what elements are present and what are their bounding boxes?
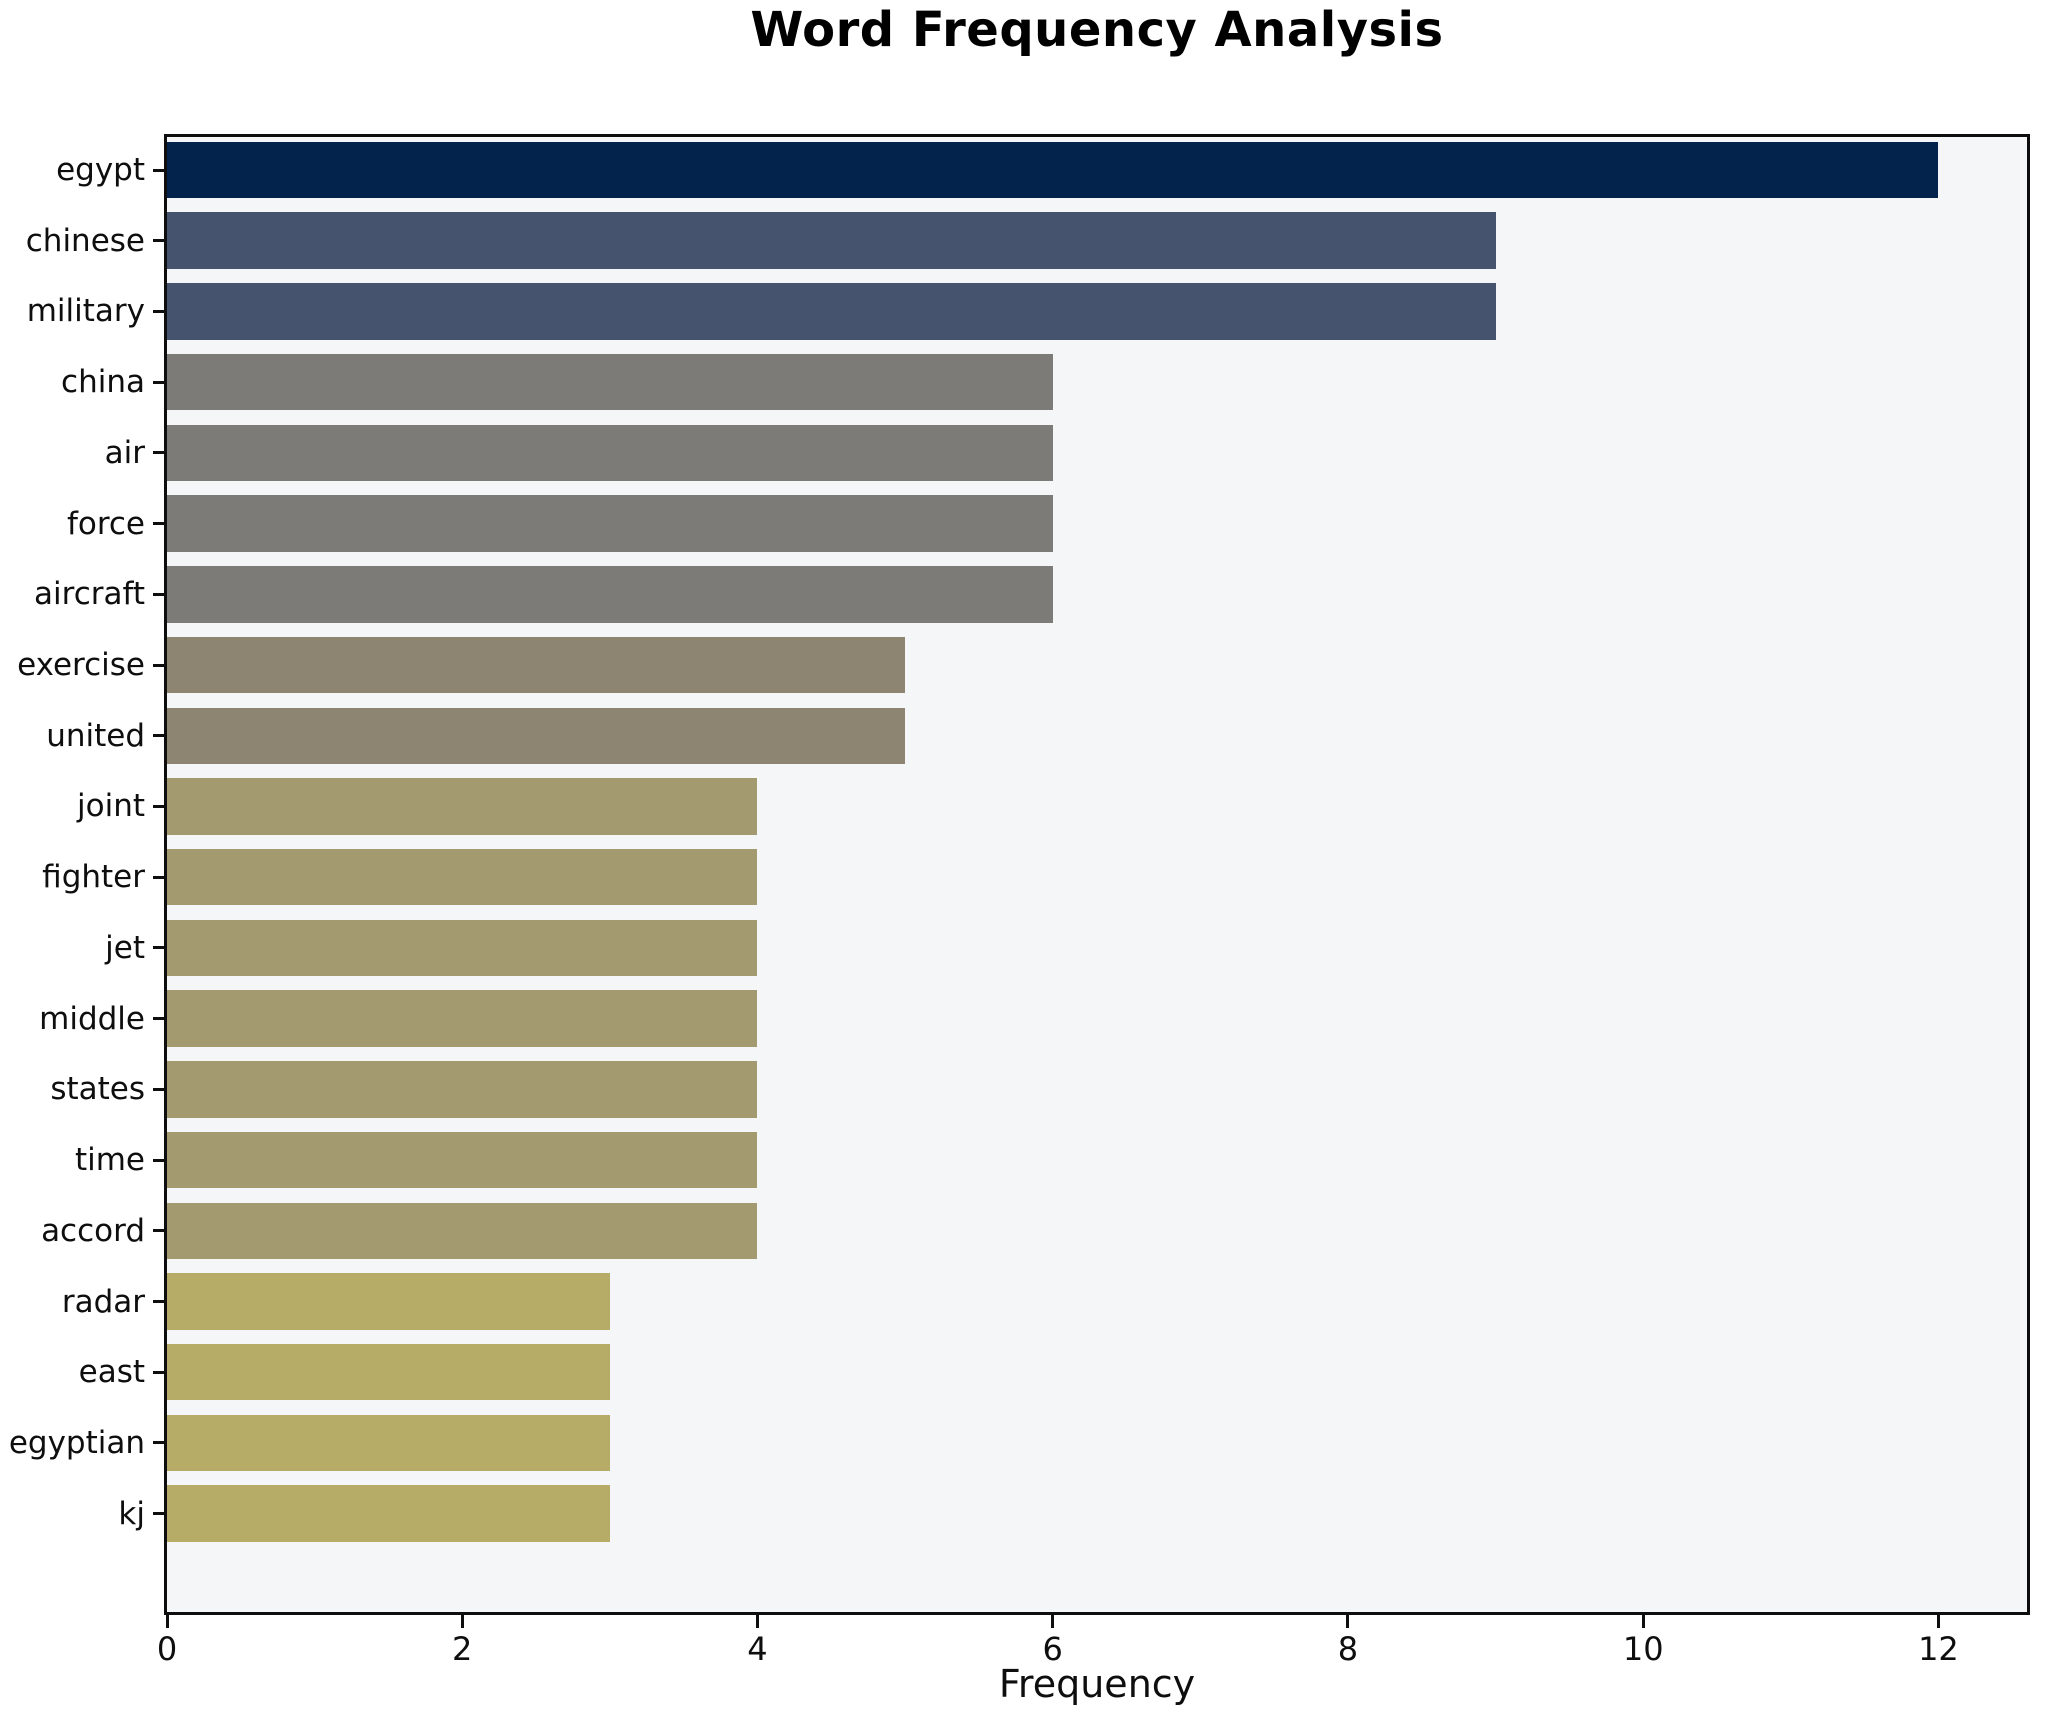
y-tick-mark — [153, 522, 166, 526]
y-tick-label-middle: middle — [39, 1000, 145, 1037]
x-tick-label-2: 2 — [452, 1630, 473, 1668]
y-tick-mark — [153, 875, 166, 879]
x-tick-label-10: 10 — [1622, 1630, 1664, 1668]
x-tick-mark — [1346, 1615, 1350, 1628]
x-tick-mark — [1051, 1615, 1055, 1628]
y-tick-label-joint: joint — [77, 788, 145, 825]
y-tick-label-exercise: exercise — [17, 647, 145, 684]
bar-china — [167, 353, 1053, 411]
x-tick-mark — [460, 1615, 464, 1628]
bar-chinese — [167, 212, 1496, 269]
bar-radar — [167, 1273, 610, 1330]
y-tick-label-egyptian: egyptian — [8, 1424, 145, 1461]
x-tick-mark — [1936, 1615, 1940, 1628]
bar-accord — [167, 1202, 758, 1260]
y-tick-mark — [153, 804, 166, 808]
bar-joint — [167, 778, 758, 835]
y-tick-label-united: united — [46, 717, 145, 754]
chart-title: Word Frequency Analysis — [750, 2, 1444, 58]
y-tick-label-states: states — [50, 1071, 145, 1108]
y-tick-label-air: air — [104, 434, 145, 471]
bar-middle — [167, 990, 758, 1047]
y-tick-mark — [153, 734, 166, 738]
x-tick-label-12: 12 — [1918, 1630, 1959, 1668]
plot-area — [164, 134, 2030, 1615]
bar-egyptian — [167, 1414, 610, 1472]
x-tick-label-6: 6 — [1042, 1630, 1063, 1668]
y-tick-mark — [153, 663, 166, 667]
y-tick-mark — [153, 1017, 166, 1021]
y-tick-label-time: time — [74, 1142, 145, 1179]
y-tick-mark — [153, 309, 166, 313]
y-tick-mark — [153, 168, 166, 172]
y-tick-label-military: military — [26, 293, 145, 330]
y-tick-mark — [153, 239, 166, 243]
y-tick-label-jet: jet — [105, 929, 145, 966]
y-tick-mark — [153, 1087, 166, 1091]
y-tick-label-aircraft: aircraft — [34, 576, 145, 613]
y-tick-mark — [153, 1158, 166, 1162]
y-tick-mark — [153, 1370, 166, 1374]
y-tick-mark — [153, 946, 166, 950]
y-tick-label-china: china — [61, 364, 145, 401]
bar-kj — [167, 1485, 610, 1542]
bar-military — [167, 283, 1496, 340]
y-tick-mark — [153, 380, 166, 384]
x-tick-mark — [755, 1615, 759, 1628]
y-tick-label-fighter: fighter — [42, 859, 145, 896]
bar-united — [167, 707, 906, 764]
x-tick-label-8: 8 — [1337, 1630, 1359, 1668]
x-tick-mark — [165, 1615, 169, 1628]
bar-states — [167, 1061, 758, 1118]
y-tick-label-force: force — [66, 505, 145, 542]
y-tick-mark — [153, 1512, 166, 1516]
x-axis-label: Frequency — [998, 1662, 1196, 1706]
y-tick-label-egypt: egypt — [56, 152, 145, 188]
y-tick-label-east: east — [78, 1354, 145, 1391]
y-tick-mark — [153, 592, 166, 596]
y-tick-label-accord: accord — [41, 1212, 145, 1249]
bar-jet — [167, 919, 758, 977]
bar-air — [167, 424, 1053, 482]
bar-force — [167, 495, 1053, 552]
y-tick-mark — [153, 1229, 166, 1233]
bar-exercise — [167, 636, 906, 694]
y-tick-mark — [153, 1441, 166, 1445]
y-tick-mark — [153, 1300, 166, 1304]
y-tick-label-chinese: chinese — [25, 222, 145, 259]
bar-fighter — [167, 848, 758, 906]
x-tick-mark — [1641, 1615, 1645, 1628]
x-tick-label-0: 0 — [156, 1630, 178, 1668]
bar-time — [167, 1131, 758, 1189]
y-tick-label-kj: kj — [118, 1495, 145, 1532]
bar-east — [167, 1343, 610, 1401]
y-tick-mark — [153, 451, 166, 455]
bar-egypt — [167, 141, 1939, 199]
y-tick-label-radar: radar — [61, 1283, 145, 1320]
bar-aircraft — [167, 566, 1053, 623]
x-tick-label-4: 4 — [747, 1630, 768, 1668]
